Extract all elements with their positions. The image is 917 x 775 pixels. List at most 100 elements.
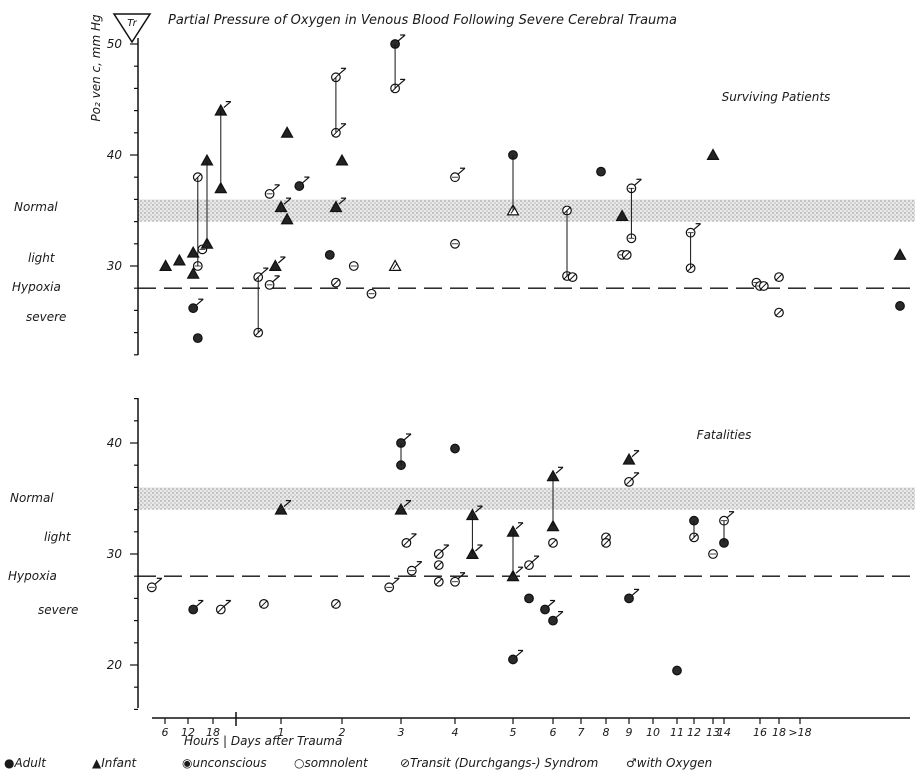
adult-marker	[524, 593, 534, 604]
x-tick-label: 9	[626, 726, 633, 739]
y-axis-title: Po₂ ven c, mm Hg	[89, 14, 103, 122]
infant-marker	[280, 212, 294, 225]
y-tick-label: 40	[107, 148, 123, 162]
y-tick-label: 40	[107, 436, 123, 450]
oxygen-arrow	[693, 223, 701, 231]
infant-marker	[706, 148, 720, 160]
oxygen-arrow	[272, 275, 280, 283]
transit-slash	[434, 550, 443, 558]
legend-infant: ▲Infant	[92, 756, 138, 770]
zone-severe-top: severe	[26, 310, 66, 324]
oxygen-arrow	[277, 256, 286, 264]
oxygen-arrow	[555, 466, 564, 474]
adult-marker	[508, 654, 518, 665]
transit-slash	[602, 539, 610, 547]
x-tick-label: 18	[772, 726, 786, 739]
oxygen-arrow	[457, 572, 466, 580]
oxygen-arrow	[397, 34, 406, 42]
oxygen-arrow	[195, 600, 204, 607]
zone-normal-top: Normal	[14, 200, 58, 214]
adult-marker	[188, 604, 199, 615]
x-tick-label: 12	[181, 726, 195, 739]
adult-marker	[624, 593, 634, 604]
adult-marker	[895, 301, 905, 311]
infant-marker	[159, 259, 173, 271]
oxygen-arrow	[283, 500, 292, 508]
x-tick-label: 13	[706, 726, 720, 739]
infant-marker	[280, 126, 294, 138]
oxygen-arrow	[338, 123, 347, 131]
transit-slash	[332, 278, 340, 287]
oxygen-arrow	[272, 184, 280, 192]
badge-label: Tr	[127, 18, 137, 29]
oxygen-arrow	[397, 78, 406, 86]
transit-slash	[260, 600, 268, 608]
x-tick-label: 8	[603, 726, 610, 739]
x-axis-caption: Hours | Days after Trauma	[184, 734, 342, 748]
y-tick-label: 30	[107, 259, 123, 273]
x-tick-label: 3	[398, 726, 405, 739]
transit-slash	[759, 282, 768, 290]
oxygen-arrow	[223, 101, 232, 109]
x-tick-label: 1	[278, 726, 285, 739]
infant-marker	[615, 209, 629, 222]
oxygen-arrow	[515, 522, 524, 530]
transit-slash	[775, 308, 783, 317]
oxygen-arrow	[409, 533, 417, 541]
x-tick-label: 11	[670, 726, 684, 739]
y-tick-label: 20	[107, 658, 123, 672]
infant-marker	[274, 502, 288, 515]
x-tick-label: >18	[788, 726, 811, 739]
infant-marker	[172, 253, 186, 266]
transit-slash	[525, 561, 533, 569]
normal-range-band	[138, 487, 915, 510]
oxygen-arrow	[338, 67, 347, 75]
legend: ●Adult ▲Infant ◉unconscious ○somnolent ⊘…	[4, 756, 712, 770]
adult-marker	[672, 665, 682, 676]
infant-marker	[186, 245, 200, 258]
oxygen-arrow	[338, 197, 347, 205]
x-tick-label: 5	[510, 726, 517, 739]
zone-severe-bottom: severe	[38, 603, 78, 617]
zone-light-bottom: light	[44, 530, 72, 544]
oxygen-arrow	[260, 267, 269, 275]
adult-marker	[188, 303, 199, 314]
infant-marker	[186, 267, 200, 279]
oxygen-arrow	[457, 167, 466, 175]
figure-title: Partial Pressure of Oxygen in Venous Blo…	[168, 13, 677, 28]
x-tick-label: 14	[717, 726, 731, 739]
oxygen-arrow	[531, 555, 540, 563]
panel-title-fatalities: Fatalities	[697, 428, 752, 442]
adult-marker	[596, 166, 606, 177]
adult-marker	[450, 443, 460, 454]
x-tick-label: 4	[452, 726, 459, 739]
transit-slash	[622, 251, 631, 259]
oxygen-arrow	[441, 544, 450, 552]
x-tick-label: 6	[162, 726, 169, 739]
x-tick-label: 16	[753, 726, 767, 739]
infant-marker	[893, 248, 907, 260]
panel-title-surviving: Surviving Patients	[722, 90, 831, 104]
transit-slash	[568, 273, 577, 281]
transit-slash	[216, 605, 225, 614]
oxygen-arrow	[391, 577, 400, 585]
oxygen-arrow	[414, 561, 423, 569]
infant-marker	[268, 259, 282, 271]
transit-slash	[625, 477, 633, 486]
oxygen-arrow	[515, 649, 524, 657]
oxygen-arrow	[631, 472, 640, 480]
adult-marker	[324, 249, 335, 260]
infant-marker	[329, 200, 343, 213]
transit-slash	[434, 577, 443, 586]
oxygen-arrow	[223, 600, 232, 607]
legend-unconscious: ◉unconscious	[182, 756, 267, 770]
zone-hypoxia-bottom: Hypoxia	[8, 569, 57, 583]
y-tick-label: 50	[107, 37, 123, 51]
legend-oxygen: ♂with Oxygen	[626, 756, 712, 770]
infant-marker	[622, 452, 636, 465]
y-tick-label: 30	[107, 547, 123, 561]
normal-range-band	[138, 199, 915, 222]
oxygen-arrow	[403, 500, 412, 508]
oxygen-arrow	[515, 566, 524, 574]
